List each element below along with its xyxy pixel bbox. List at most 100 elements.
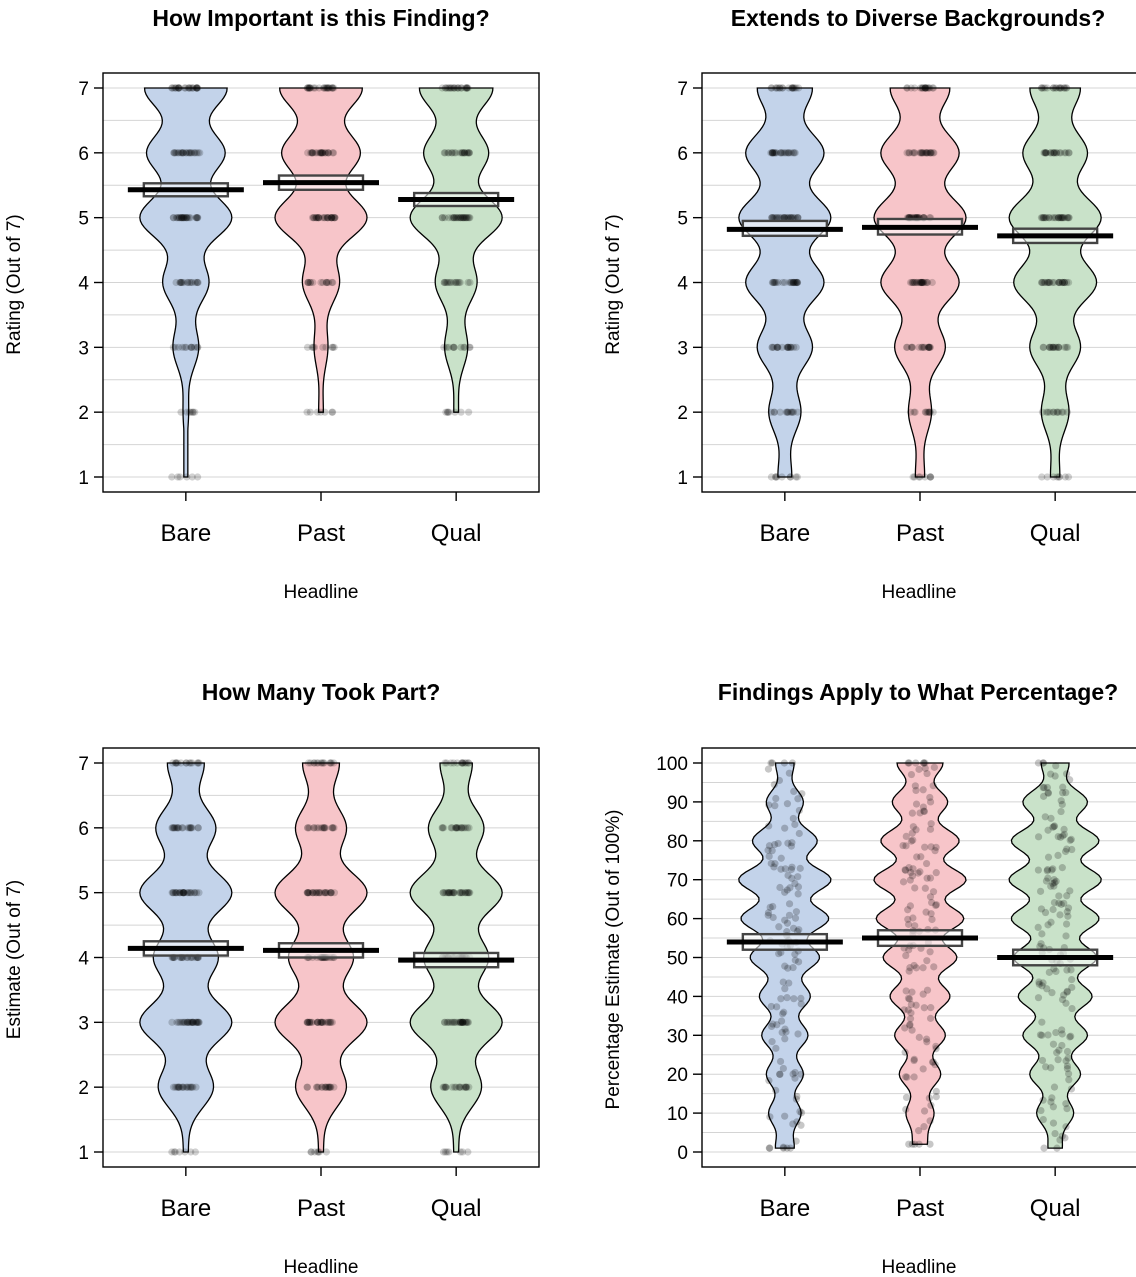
data-point [919,964,927,972]
data-point [322,343,330,351]
data-point [183,1018,192,1026]
data-point [781,1112,789,1120]
data-point [1034,833,1043,841]
data-point [930,963,938,971]
data-point [790,343,798,351]
data-point [168,1018,176,1026]
data-point [791,820,799,829]
data-point [457,889,465,897]
data-point [906,278,915,287]
data-point [1055,84,1063,92]
y-tick-label: 50 [667,949,688,970]
data-point [463,1083,471,1091]
data-point [443,889,451,897]
chart-panel-2: 1 2 3 4 5 6 7 Bare Past Qual Extends to Diverse Ba… [603,5,1136,603]
data-point [318,149,326,157]
data-point [445,214,453,222]
data-point [172,889,180,897]
data-point [1043,278,1051,287]
data-point [454,84,462,92]
data-point [307,84,315,92]
data-point [1057,149,1065,157]
data-point [1066,776,1074,784]
data-point [1053,1049,1061,1057]
data-point [769,902,777,911]
data-point [795,829,803,838]
data-point [303,889,311,897]
data-point [1055,343,1063,351]
data-point [905,149,913,157]
data-point [169,889,177,897]
data-point [1057,900,1065,908]
data-point [1038,408,1047,416]
data-point [783,800,792,808]
data-point [1043,84,1051,92]
data-point [179,149,187,157]
data-point [456,214,464,222]
data-point [187,1083,195,1091]
data-point [779,149,787,157]
data-point [457,343,465,351]
data-point [1056,84,1064,92]
data-point [1046,278,1054,287]
data-point [909,278,917,287]
data-point [1059,832,1067,840]
data-point [324,149,332,157]
data-point [912,1001,920,1009]
data-point [326,759,335,767]
data-point [466,278,474,287]
data-point [769,149,777,157]
violin-past [873,762,967,1145]
data-point [1049,343,1057,351]
data-point [330,214,339,222]
data-point [928,278,936,287]
data-point [185,1018,193,1026]
data-point [1050,876,1058,884]
data-point [193,84,201,92]
data-point [791,914,800,922]
data-point [459,1148,467,1156]
data-point [902,1073,910,1081]
data-point [792,473,800,481]
data-point [1063,966,1071,974]
data-point [172,84,180,92]
data-point [1054,343,1062,351]
plot-area [702,84,1136,481]
y-tick-label: 4 [78,274,89,295]
data-point [783,343,791,351]
data-point [310,759,319,767]
data-point [1062,932,1070,940]
data-point [314,1018,322,1026]
data-point [1042,1063,1050,1071]
data-point [306,1018,314,1026]
data-point [463,84,471,92]
data-point [454,278,462,287]
data-point [303,408,311,416]
data-point [793,278,801,287]
data-point [1053,408,1061,416]
y-tick-label: 7 [78,754,89,775]
data-point [323,278,331,287]
data-point [322,889,330,897]
data-point [327,214,335,222]
data-point [790,278,798,287]
data-point [1062,789,1070,797]
data-point [770,149,778,157]
data-point [789,278,797,287]
y-tick-label: 6 [78,819,89,840]
data-point [920,759,928,767]
data-point [784,871,792,879]
data-point [781,149,789,157]
data-point [325,84,333,92]
data-point [927,473,935,481]
x-tick-label: Bare [160,1195,211,1222]
data-point [781,1035,789,1043]
data-point [177,214,186,222]
y-tick-label: 10 [667,1104,688,1125]
data-point [173,214,181,222]
data-point [191,149,199,157]
data-point [458,1018,466,1026]
data-point [319,149,327,157]
data-point [1049,1103,1057,1111]
data-point [1061,473,1069,481]
